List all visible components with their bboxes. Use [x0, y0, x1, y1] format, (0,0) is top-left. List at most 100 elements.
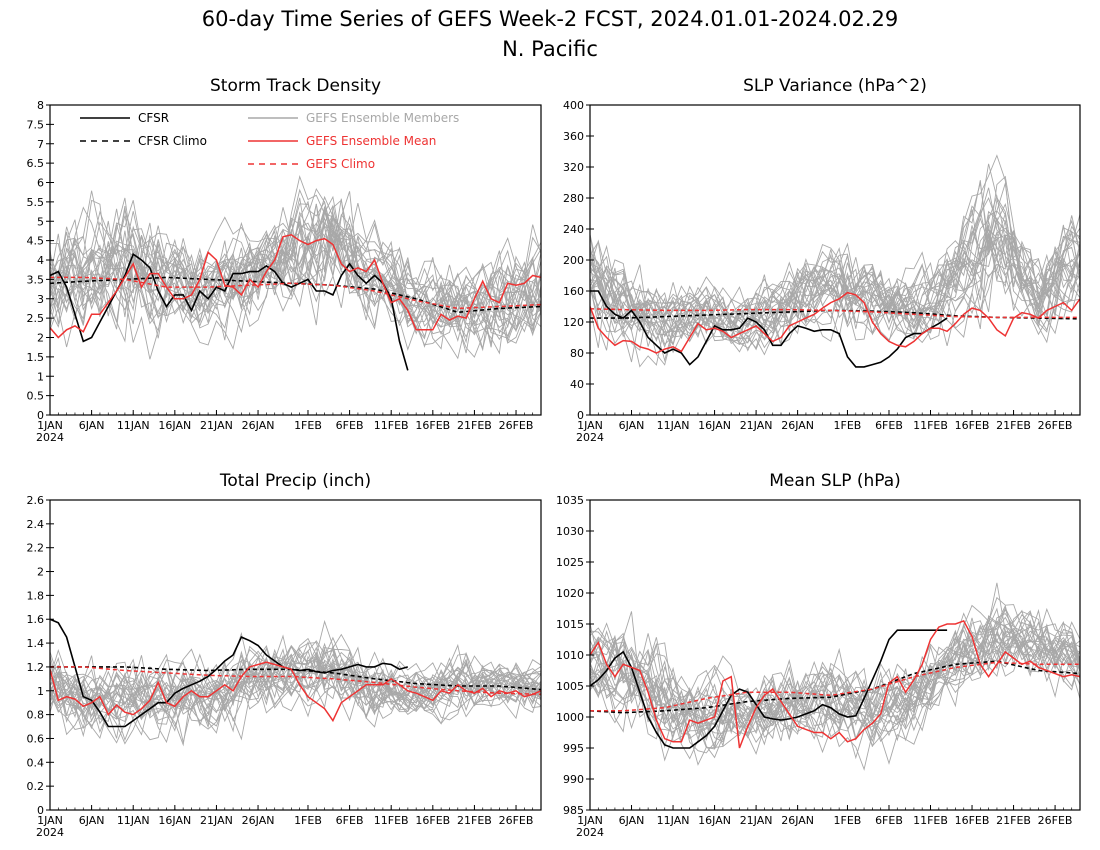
ensemble-member-line	[590, 194, 1080, 340]
y-tick-label: 160	[563, 285, 584, 298]
plot-area	[590, 582, 1080, 771]
y-tick-label: 1000	[556, 711, 584, 724]
x-tick-label: 21JAN	[200, 814, 233, 827]
ensemble-member-line	[590, 604, 1080, 760]
panel-title: SLP Variance (hPa^2)	[743, 76, 927, 96]
x-tick-label: 1JAN	[577, 419, 603, 432]
x-tick-label: 16FEB	[415, 814, 450, 827]
ensemble-member-line	[590, 616, 1080, 739]
ensemble-member-line	[50, 644, 541, 729]
x-tick-label: 11JAN	[117, 814, 150, 827]
ensemble-member-line	[50, 198, 541, 355]
x-tick-label: 26JAN	[242, 419, 275, 432]
x-tick-label: 21FEB	[457, 814, 492, 827]
x-tick-label: 26FEB	[1038, 419, 1073, 432]
panel-total-precip: Total Precip (inch) 0 0.2 0.4 0.6 0.8 1 1.2 1.4 1…	[27, 471, 542, 839]
y-tick-label: 1	[37, 685, 44, 698]
y-tick-label: 1025	[556, 556, 584, 569]
legend-label: GEFS Ensemble Members	[306, 111, 459, 125]
x-year-label: 2024	[36, 431, 64, 444]
plot-area	[50, 175, 541, 371]
x-year-label: 2024	[36, 826, 64, 839]
y-tick-label: 3	[37, 293, 44, 306]
gefs-ensemble-mean-line	[50, 233, 541, 339]
y-tick-label: 0	[37, 409, 44, 422]
x-year-label: 2024	[576, 431, 604, 444]
y-tick-label: 1.5	[27, 351, 45, 364]
y-tick-label: 40	[570, 378, 584, 391]
ensemble-member-line	[50, 656, 541, 741]
ensemble-member-line	[50, 645, 541, 725]
plot-frame	[49, 499, 542, 811]
panel-title: Storm Track Density	[210, 76, 381, 96]
y-tick-label: 2	[37, 332, 44, 345]
y-tick-label: 2.4	[27, 518, 45, 531]
y-tick-label: 1010	[556, 649, 584, 662]
y-tick-label: 0.5	[27, 390, 45, 403]
legend-label: CFSR Climo	[138, 134, 207, 148]
x-tick-label: 26FEB	[1038, 814, 1073, 827]
plot-frame	[589, 499, 1081, 811]
x-tick-label: 6FEB	[336, 814, 364, 827]
ensemble-member-line	[590, 612, 1080, 733]
ensemble-member-line	[50, 648, 541, 744]
y-tick-label: 6	[37, 177, 44, 190]
y-tick-label: 280	[563, 192, 584, 205]
y-tick-label: 2.5	[27, 312, 45, 325]
x-tick-label: 11FEB	[913, 419, 948, 432]
x-tick-label: 16JAN	[698, 419, 731, 432]
panel-slp-variance: SLP Variance (hPa^2) 0 40 80 120 160 200 240 280…	[563, 76, 1081, 444]
ensemble-member-line	[50, 648, 541, 739]
x-tick-label: 1JAN	[37, 814, 63, 827]
panels-container: Storm Track Density 0 0.5 1 1.5 2 2.5 3 3.5 4 4.5 5…	[27, 76, 1081, 839]
y-tick-label: 80	[570, 347, 584, 360]
x-tick-label: 16FEB	[415, 419, 450, 432]
plot-area	[50, 618, 541, 747]
x-year-label: 2024	[576, 826, 604, 839]
ensemble-member-line	[50, 653, 541, 720]
gefs-climo-line	[590, 308, 1080, 319]
x-tick-label: 21FEB	[457, 419, 492, 432]
ensemble-member-line	[50, 649, 541, 736]
cfsr-line	[590, 629, 948, 749]
x-tick-label: 6FEB	[336, 419, 364, 432]
x-tick-label: 6FEB	[875, 814, 903, 827]
y-tick-label: 200	[563, 254, 584, 267]
cfsr-line	[50, 618, 409, 728]
legend-label: GEFS Climo	[306, 157, 375, 171]
panel-title: Total Precip (inch)	[219, 471, 371, 491]
cfsr-climo-line	[590, 660, 1080, 714]
x-tick-label: 1FEB	[294, 419, 322, 432]
ensemble-member-line	[590, 219, 1080, 346]
y-tick-label: 360	[563, 130, 584, 143]
y-tick-label: 1.8	[27, 589, 45, 602]
y-tick-label: 8	[37, 99, 44, 112]
cfsr-climo-line	[50, 276, 541, 314]
x-tick-label: 1FEB	[834, 419, 862, 432]
ensemble-member-line	[590, 210, 1080, 344]
plot-area	[590, 154, 1080, 368]
x-tick-label: 11FEB	[374, 814, 409, 827]
y-tick-label: 1005	[556, 680, 584, 693]
legend-label: GEFS Ensemble Mean	[306, 134, 436, 148]
panel-mean-slp: Mean SLP (hPa) 985 990 995 1000 1005 1010 1015 1…	[556, 471, 1081, 839]
x-tick-label: 11JAN	[117, 419, 150, 432]
ensemble-member-line	[590, 607, 1080, 766]
x-tick-label: 1JAN	[577, 814, 603, 827]
x-tick-label: 1JAN	[37, 419, 63, 432]
ensemble-member-line	[590, 209, 1080, 338]
y-tick-label: 3.5	[27, 273, 45, 286]
y-tick-label: 0	[577, 409, 584, 422]
y-tick-label: 2	[37, 566, 44, 579]
x-tick-label: 21FEB	[996, 814, 1031, 827]
y-tick-label: 0.4	[27, 756, 45, 769]
y-tick-label: 995	[563, 742, 584, 755]
y-tick-label: 1.2	[27, 661, 45, 674]
y-tick-label: 1.4	[27, 637, 45, 650]
x-tick-label: 16JAN	[698, 814, 731, 827]
x-tick-label: 21JAN	[740, 419, 773, 432]
x-tick-label: 16JAN	[158, 419, 191, 432]
x-tick-label: 26FEB	[499, 419, 534, 432]
ensemble-member-line	[590, 607, 1080, 759]
